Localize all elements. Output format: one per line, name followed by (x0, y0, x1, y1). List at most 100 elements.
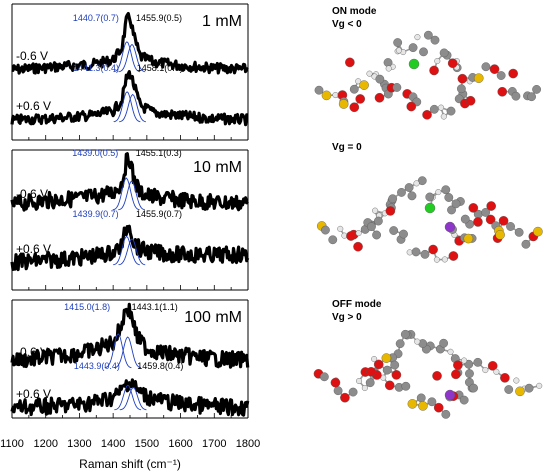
atom-h (361, 385, 368, 392)
peak-label-blue: 1440.7(0.7) (73, 13, 119, 23)
structure-title-on: ON mode (332, 6, 377, 17)
raman-trace (10, 302, 250, 369)
atom-o (498, 216, 509, 226)
spectrum-panel-0: 1 mM -0.6 V 1440.7(0.7) 1455.9(0.5) +0.6 V 14… (10, 3, 249, 141)
x-tick-label: 1100 (0, 438, 24, 450)
atom-h (536, 382, 543, 389)
structure-panel-on: ON mode Vg < 0 (314, 6, 541, 120)
atom-c (382, 365, 392, 375)
atom-o (487, 361, 498, 371)
atom-s (515, 386, 525, 397)
atom-o (406, 101, 417, 112)
atom-c (372, 230, 381, 240)
atom-c (423, 30, 433, 40)
atom-c (527, 92, 536, 102)
atom-o (366, 367, 376, 377)
atom-h (482, 367, 489, 374)
atom-cl (408, 58, 420, 70)
atom-c (349, 84, 359, 94)
atom-c (388, 194, 398, 204)
fit-peak (114, 336, 142, 369)
atom-c (416, 393, 426, 403)
fit-peak (104, 333, 132, 369)
atom-h (355, 230, 362, 237)
atom-cl (424, 202, 436, 214)
atom-c (408, 43, 418, 53)
atom-c (419, 47, 428, 57)
atom-c (429, 104, 439, 114)
atom-s (359, 80, 369, 90)
atom-h (413, 180, 420, 187)
atom-o (489, 64, 500, 74)
fit-peak (119, 386, 147, 411)
peak-label-black: 1458.1(0.9) (137, 63, 183, 73)
fit-peak (114, 384, 142, 411)
x-tick-label: 1600 (168, 438, 192, 450)
fit-peak (118, 93, 147, 123)
atom-o (457, 73, 468, 84)
atom-o (486, 201, 496, 211)
atom-o (353, 241, 363, 252)
fit-peak (112, 177, 140, 211)
voltage-label: +0.6 V (16, 99, 51, 113)
atom-h (366, 70, 373, 77)
peak-label-blue: 1443.9(0.4) (74, 361, 120, 371)
atom-c (473, 357, 483, 367)
x-tick-label: 1400 (101, 438, 125, 450)
atom-o (500, 373, 510, 383)
atom-o (346, 231, 356, 241)
atom-o (330, 377, 341, 388)
atom-c (367, 222, 376, 232)
atom-o (453, 360, 463, 370)
fit-peak (118, 43, 146, 73)
atom-c (496, 71, 506, 80)
atom-h (447, 348, 454, 355)
atom-o (391, 370, 402, 380)
atom-o (428, 244, 438, 255)
atom-c (430, 35, 440, 45)
atom-c (427, 397, 437, 407)
atom-s (495, 229, 505, 240)
atom-h (395, 47, 402, 54)
atom-c (481, 62, 491, 72)
concentration-label: 1 mM (202, 13, 242, 30)
atom-h (372, 207, 379, 214)
atom-c (532, 85, 541, 94)
peak-label-blue: 1439.0(0.5) (72, 148, 118, 158)
atom-c (521, 239, 531, 249)
atom-c (328, 235, 338, 245)
atom-o (447, 58, 458, 69)
atom-o (429, 65, 439, 76)
structure-panel-zero: Vg = 0 (316, 142, 543, 263)
atom-c (441, 409, 451, 419)
atom-c (444, 193, 454, 202)
atom-c (441, 185, 451, 195)
voltage-label: -0.6 V (16, 49, 48, 63)
atom-h (438, 104, 445, 111)
x-tick-label: 1300 (67, 438, 91, 450)
atom-c (375, 74, 385, 84)
atom-c (392, 83, 402, 92)
atom-c (399, 229, 408, 239)
atom-o (422, 110, 432, 120)
raman-spectra: 1 mM -0.6 V 1440.7(0.7) 1455.9(0.5) +0.6 V 14… (0, 3, 260, 471)
x-tick-label: 1800 (236, 438, 260, 450)
atom-h (337, 225, 344, 232)
atom-c (390, 360, 400, 370)
atom-c (407, 191, 417, 201)
atom-c (511, 91, 521, 101)
atom-c (373, 216, 383, 226)
atom-o (340, 392, 350, 403)
atom-h (332, 92, 339, 99)
fit-peak (113, 91, 141, 123)
atom-s (338, 99, 349, 109)
atom-o (508, 68, 518, 79)
structure-condition-zero: Vg = 0 (332, 142, 362, 153)
atom-c (460, 214, 470, 224)
voltage-label: -0.6 V (16, 345, 48, 359)
atom-h (385, 65, 392, 72)
atom-c (348, 387, 358, 397)
atom-c (383, 58, 393, 67)
atom-s (463, 233, 474, 244)
